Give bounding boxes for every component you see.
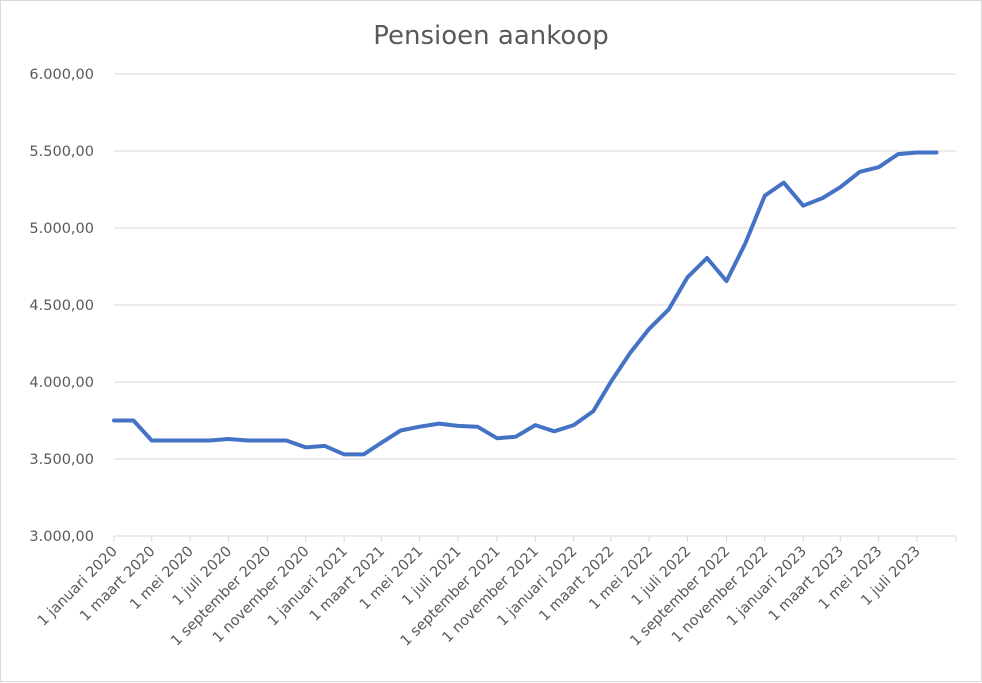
- y-tick-label: 5.000,00: [29, 221, 94, 237]
- gridlines: [114, 73, 956, 460]
- y-tick-label: 3.500,00: [29, 452, 94, 468]
- y-axis-tick-labels: 3.000,00 3.500,00 4.000,00 4.500,00 5.000,00…: [29, 67, 94, 545]
- y-tick-label: 3.000,00: [29, 529, 94, 545]
- chart-title: Pensioen aankoop: [373, 21, 608, 51]
- y-tick-label: 6.000,00: [29, 67, 94, 83]
- y-tick-label: 4.000,00: [29, 375, 94, 391]
- y-tick-label: 5.500,00: [29, 144, 94, 160]
- series: [112, 150, 939, 457]
- series-line: [112, 150, 939, 457]
- x-axis: [113, 535, 957, 542]
- y-tick-label: 4.500,00: [29, 298, 94, 314]
